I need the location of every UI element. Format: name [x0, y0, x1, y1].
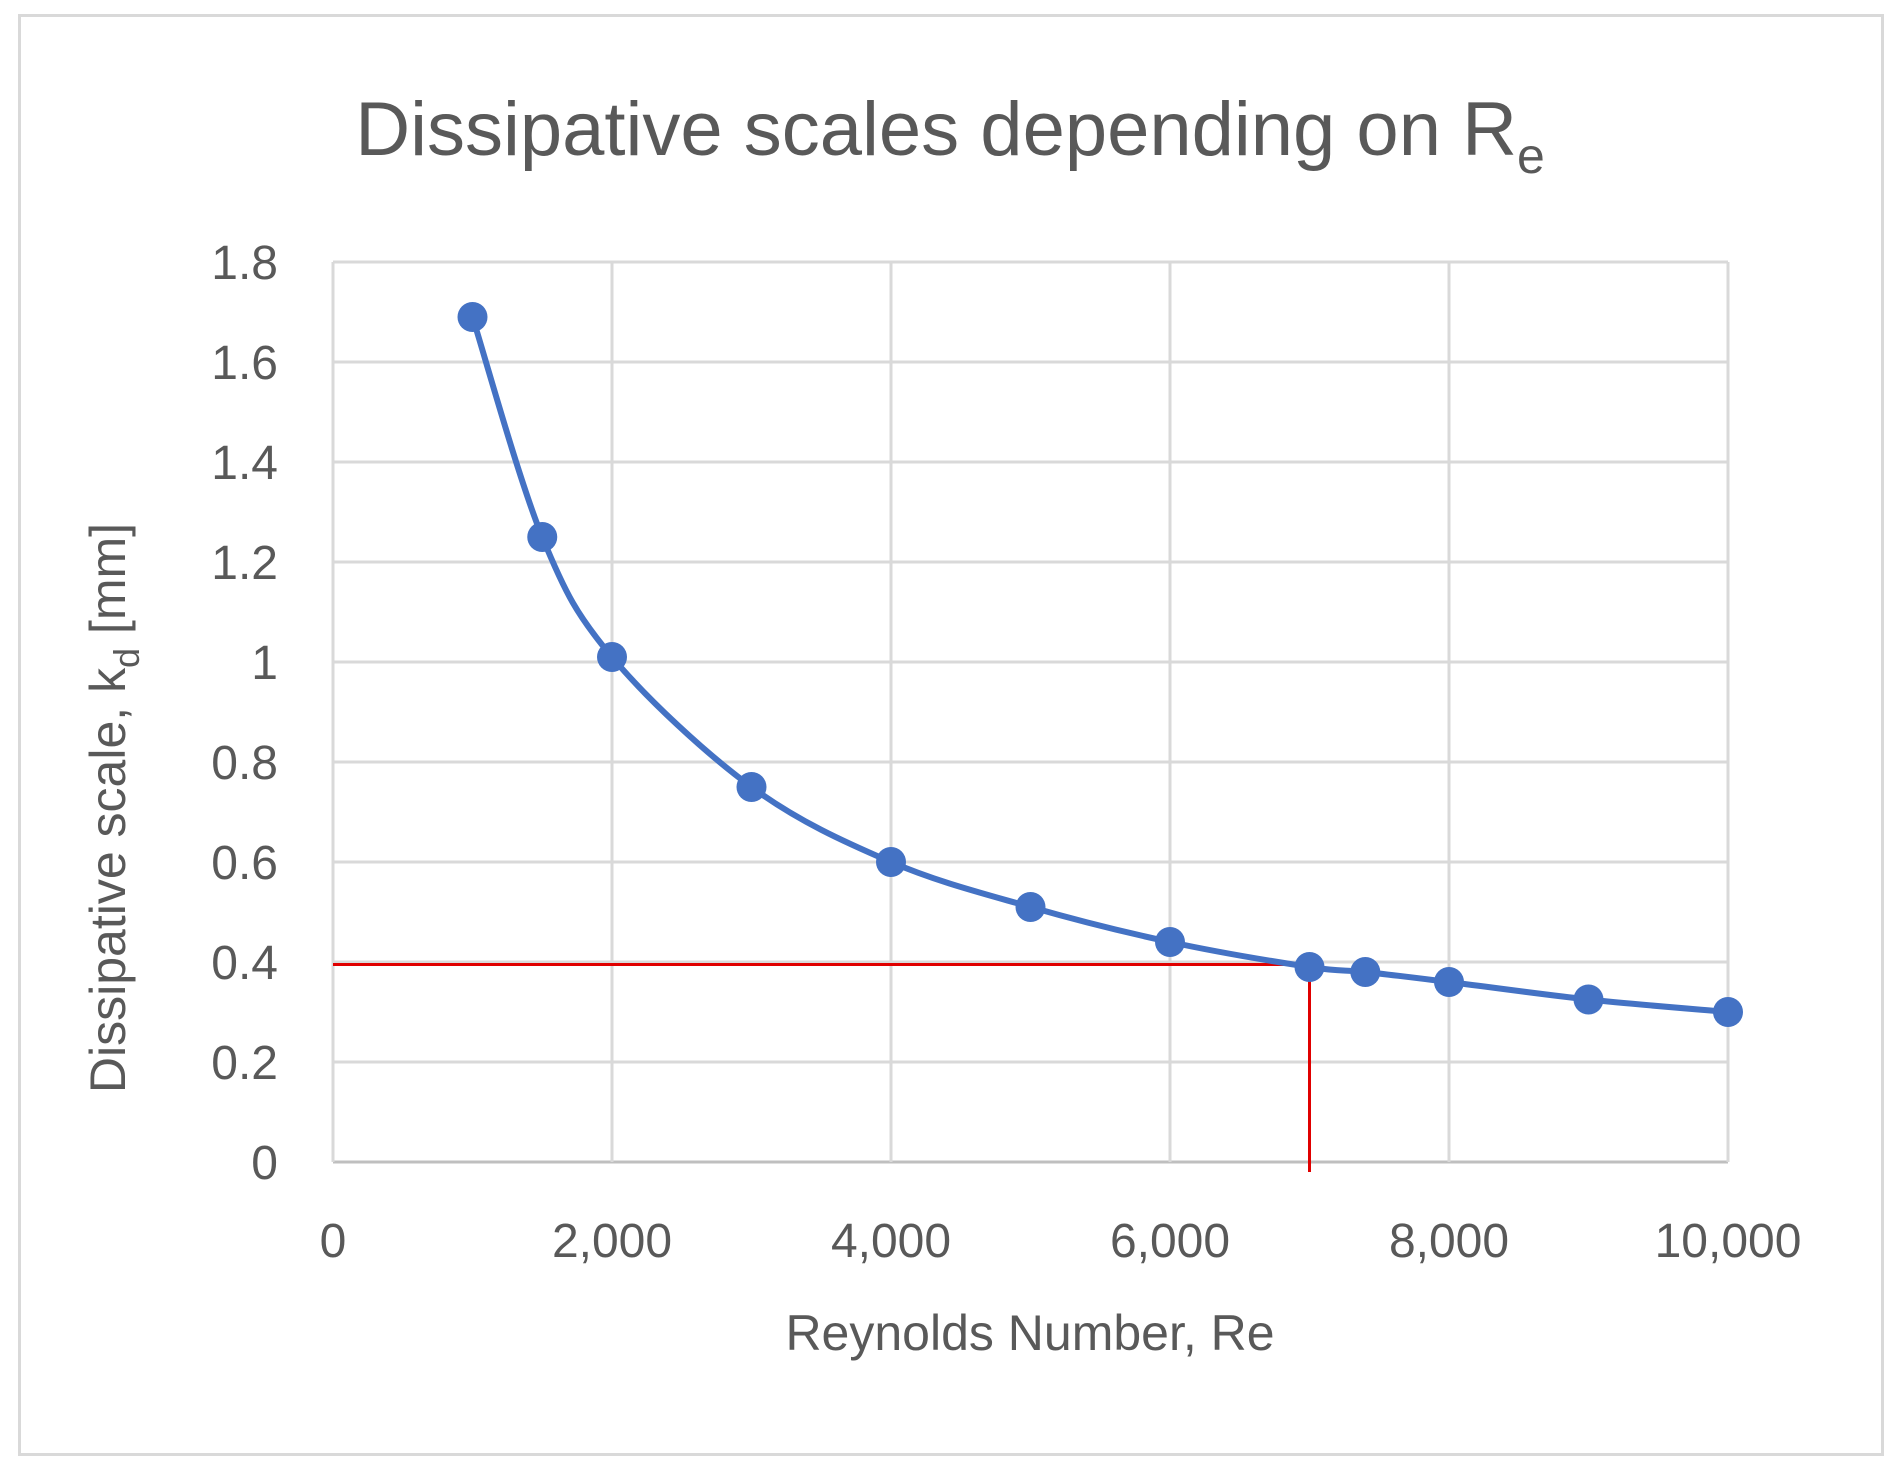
y-tick-label: 0.4 — [211, 937, 278, 990]
chart-frame — [18, 14, 1884, 1456]
y-tick-label: 0.8 — [211, 737, 278, 790]
data-point — [876, 847, 906, 877]
y-tick-label: 0 — [251, 1137, 278, 1190]
series-line — [469, 316, 1729, 1015]
x-tick-label: 8,000 — [1389, 1215, 1509, 1268]
data-point — [457, 302, 488, 332]
x-tick-label: 6,000 — [1110, 1215, 1230, 1268]
series-layer — [457, 302, 1743, 1027]
x-axis-label: Reynolds Number, Re — [785, 1305, 1274, 1361]
annotations — [333, 963, 1311, 1172]
data-point — [527, 522, 558, 552]
data-point — [1015, 892, 1046, 922]
x-tick-label: 10,000 — [1655, 1215, 1802, 1268]
y-tick-label: 1.4 — [211, 437, 278, 490]
data-point — [1294, 952, 1325, 982]
y-tick-label: 1.2 — [211, 537, 278, 590]
x-tick-label: 0 — [320, 1215, 347, 1268]
y-axis-label-subscript: d — [106, 648, 147, 668]
chart-title: Dissipative scales depending on Re — [355, 87, 1545, 184]
data-point — [1573, 984, 1604, 1015]
data-point — [1155, 927, 1185, 957]
y-tick-label: 1 — [251, 637, 278, 690]
data-point — [597, 642, 627, 672]
y-tick-label: 0.6 — [211, 837, 278, 890]
y-axis-label: Dissipative scale, kd [mm] — [80, 523, 147, 1093]
grid — [331, 260, 1730, 1164]
y-tick-label: 1.8 — [211, 237, 278, 290]
x-tick-label: 2,000 — [552, 1215, 672, 1268]
data-point — [1350, 957, 1381, 987]
tick-labels: 0 0.2 0.4 0.6 0.8 1 1.2 1.4 1.6 1.8 0 2,000 4,000 6,0… — [211, 237, 1801, 1268]
x-tick-label: 4,000 — [831, 1215, 951, 1268]
chart-title-subscript: e — [1517, 128, 1545, 184]
data-point — [736, 772, 767, 802]
data-point — [1713, 997, 1743, 1027]
data-point — [1434, 967, 1464, 997]
y-tick-label: 1.6 — [211, 337, 278, 390]
y-tick-label: 0.2 — [211, 1037, 278, 1090]
